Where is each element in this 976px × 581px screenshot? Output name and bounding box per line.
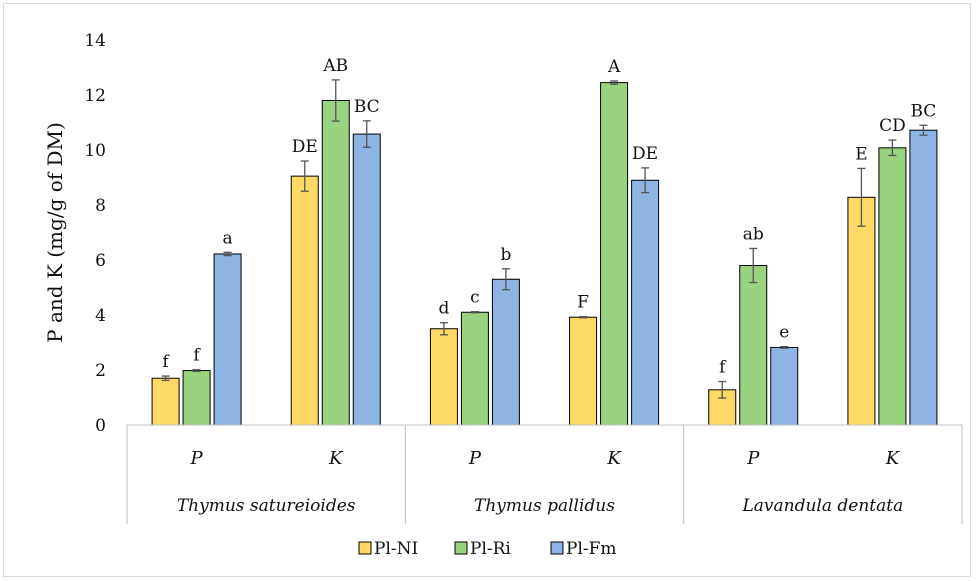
y-tick-label: 8 (95, 196, 106, 216)
legend-swatch (358, 541, 372, 555)
data-label: f (162, 352, 170, 372)
data-label: c (470, 288, 480, 308)
y-tick-label: 2 (95, 361, 106, 381)
bar (909, 129, 938, 426)
data-label: b (500, 245, 511, 265)
legend-label: Pl-NI (374, 539, 418, 559)
bar (770, 346, 799, 426)
x-tick-label: K (606, 448, 622, 469)
x-tick-label: P (468, 448, 482, 469)
bar (321, 100, 350, 426)
y-tick-label: 0 (95, 416, 106, 436)
y-tick-label: 4 (95, 306, 106, 326)
bar (491, 278, 520, 426)
bar (352, 133, 381, 426)
bar (600, 82, 629, 426)
x-tick-label: P (190, 448, 204, 469)
bar (847, 196, 876, 426)
data-label: AB (322, 56, 348, 76)
legend-swatch (454, 541, 468, 555)
y-tick-label: 6 (95, 251, 106, 271)
bar (213, 253, 242, 426)
bar (878, 147, 907, 426)
data-label: DE (292, 137, 318, 157)
group-label: Thymus pallidus (474, 496, 615, 516)
bar (631, 179, 660, 426)
data-label: d (438, 299, 449, 319)
bar (151, 377, 180, 426)
group-label: Thymus satureioides (177, 496, 356, 516)
data-label: e (779, 323, 789, 343)
bar (569, 316, 598, 426)
data-label: E (855, 144, 867, 164)
legend-label: Pl-Fm (566, 539, 617, 559)
data-label: A (607, 57, 621, 77)
y-tick-label: 10 (84, 141, 106, 161)
x-tick-label: K (885, 448, 901, 469)
group-label: Lavandula dentata (741, 496, 903, 516)
data-label: a (223, 228, 233, 248)
y-tick-label: 12 (84, 86, 106, 106)
legend-swatch (550, 541, 564, 555)
data-label: BC (911, 101, 937, 121)
bar (429, 328, 458, 426)
legend-label: Pl-Ri (470, 539, 511, 559)
bar (460, 311, 489, 426)
bar (182, 370, 211, 426)
data-label: DE (632, 144, 658, 164)
data-label: BC (354, 97, 380, 117)
data-label: f (719, 358, 727, 378)
data-label: CD (879, 116, 906, 136)
data-label: f (193, 346, 201, 366)
bar (290, 175, 319, 426)
chart-frame (3, 3, 971, 577)
data-label: ab (743, 224, 764, 244)
x-tick-label: P (746, 448, 760, 469)
bar (739, 265, 768, 426)
y-axis-label: P and K (mg/g of DM) (43, 122, 67, 343)
x-tick-label: K (328, 448, 344, 469)
y-tick-label: 14 (84, 31, 106, 51)
data-label: F (577, 293, 589, 313)
